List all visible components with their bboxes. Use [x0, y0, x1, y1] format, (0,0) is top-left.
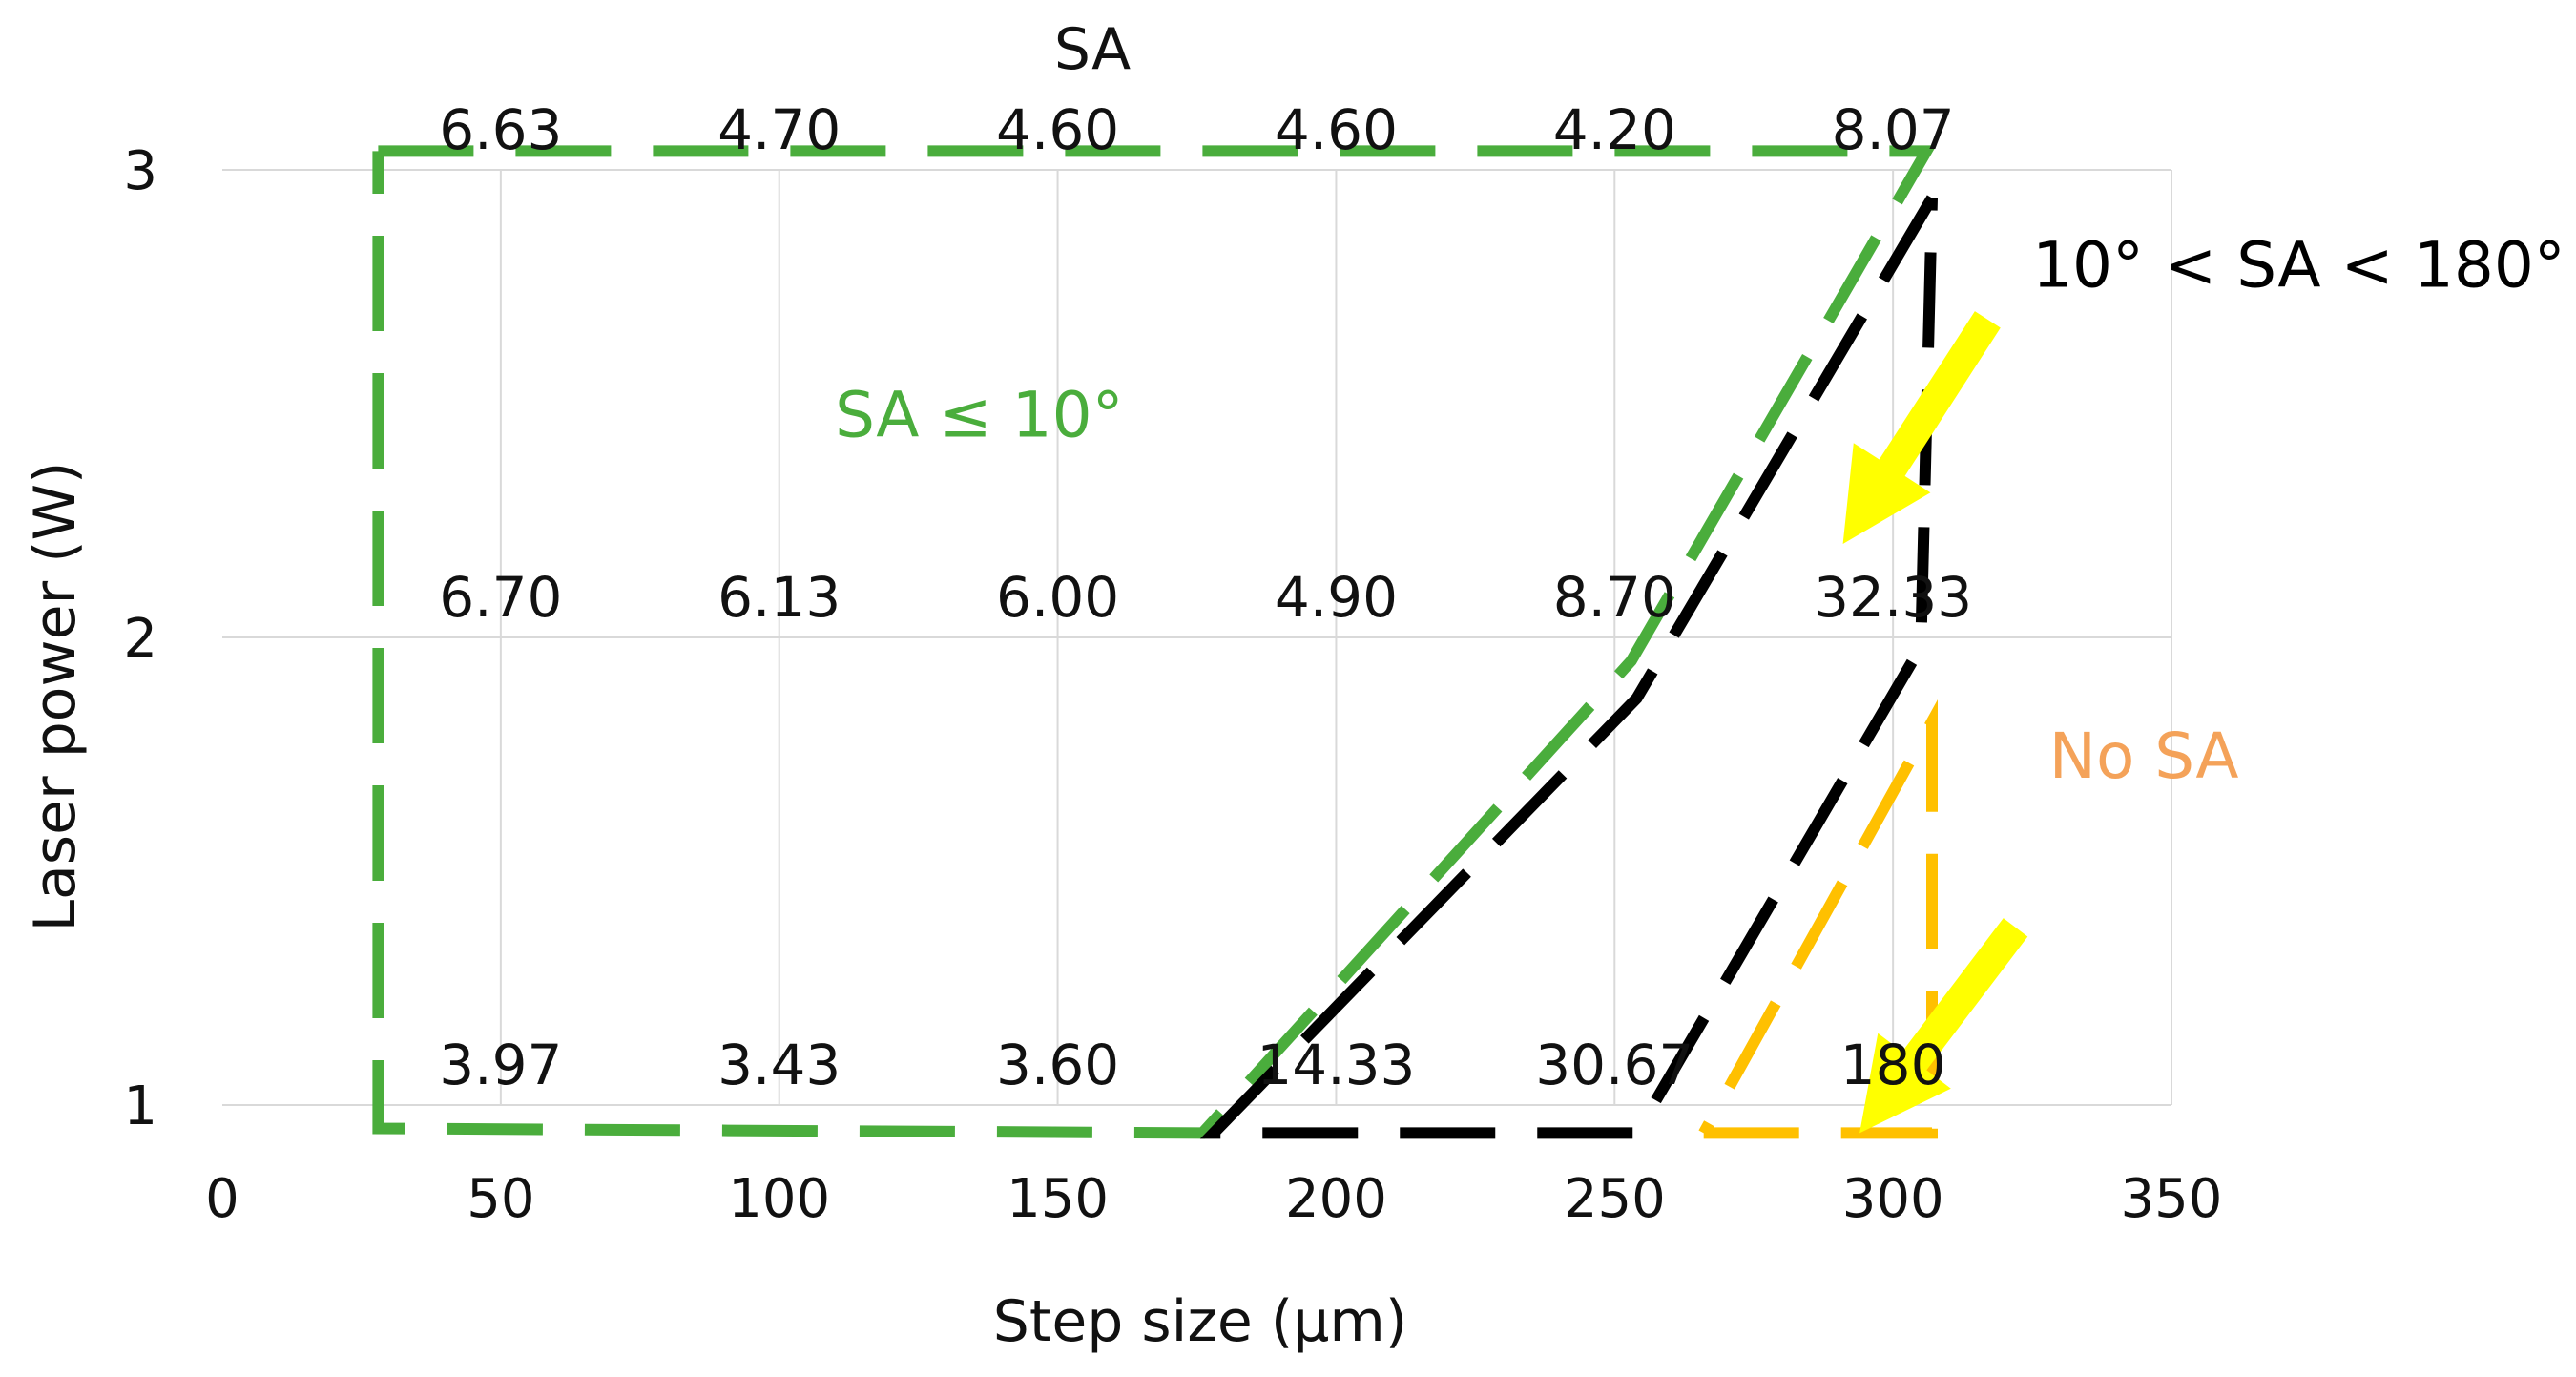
yellow-arrow — [1859, 918, 2028, 1134]
region-annotations: SA ≤ 10° 10° < SA < 180° No SA — [835, 229, 2566, 794]
point-value-label: 180 — [1840, 1033, 1946, 1097]
point-value-label: 4.60 — [996, 97, 1119, 162]
x-tick-label: 350 — [2121, 1168, 2223, 1230]
yellow-arrow — [1842, 311, 2001, 544]
tick-labels: 0 50 100 150 200 250 300 350 1 2 3 — [123, 140, 2222, 1230]
region-boundary — [1698, 699, 1938, 1139]
point-value-label: 3.97 — [439, 1033, 562, 1097]
point-value-label: 3.43 — [717, 1033, 841, 1097]
x-tick-label: 250 — [1564, 1168, 1666, 1230]
y-axis-title: Laser power (W) — [22, 462, 89, 932]
y-tick-label: 3 — [123, 140, 157, 202]
point-value-label: 6.13 — [717, 565, 841, 630]
point-value-label: 30.67 — [1535, 1033, 1693, 1097]
x-axis-title: Step size (μm) — [993, 1288, 1408, 1355]
chart-title: SA — [1054, 16, 1131, 83]
region-boundary — [372, 145, 1937, 1139]
point-value-label: 4.20 — [1553, 97, 1676, 162]
point-value-label: 6.63 — [439, 97, 562, 162]
region-annotation: 10° < SA < 180° — [2032, 229, 2566, 303]
y-tick-label: 2 — [123, 608, 157, 670]
y-tick-label: 1 — [123, 1075, 157, 1137]
x-tick-label: 0 — [205, 1168, 239, 1230]
point-value-label: 8.07 — [1832, 97, 1955, 162]
point-value-label: 4.60 — [1275, 97, 1398, 162]
region-annotation: SA ≤ 10° — [835, 378, 1124, 451]
point-value-label: 14.33 — [1257, 1033, 1415, 1097]
region-annotation: No SA — [2049, 720, 2239, 793]
x-tick-label: 200 — [1285, 1168, 1387, 1230]
gridlines — [222, 169, 2172, 1106]
point-value-label: 8.70 — [1553, 565, 1676, 630]
region-boundaries — [372, 145, 1938, 1139]
point-labels: 6.63 4.70 4.60 4.60 4.20 8.07 6.70 6.13 6.00 4.90… — [439, 97, 1972, 1097]
x-tick-label: 300 — [1842, 1168, 1944, 1230]
arrows — [1842, 311, 2028, 1134]
point-value-label: 6.00 — [996, 565, 1119, 630]
point-value-label: 32.33 — [1814, 565, 1972, 630]
point-value-label: 4.90 — [1275, 565, 1398, 630]
point-value-label: 4.70 — [717, 97, 841, 162]
point-value-label: 6.70 — [439, 565, 562, 630]
x-tick-label: 100 — [728, 1168, 830, 1230]
region-boundary — [1199, 195, 1938, 1139]
point-value-label: 3.60 — [996, 1033, 1119, 1097]
x-tick-label: 150 — [1007, 1168, 1109, 1230]
x-tick-label: 50 — [467, 1168, 534, 1230]
